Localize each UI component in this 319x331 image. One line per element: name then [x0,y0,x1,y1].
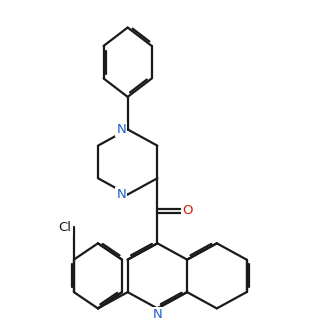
Text: Cl: Cl [59,220,71,234]
Text: N: N [116,123,126,136]
Text: O: O [182,204,193,217]
Text: N: N [152,308,162,321]
Text: N: N [116,188,126,201]
